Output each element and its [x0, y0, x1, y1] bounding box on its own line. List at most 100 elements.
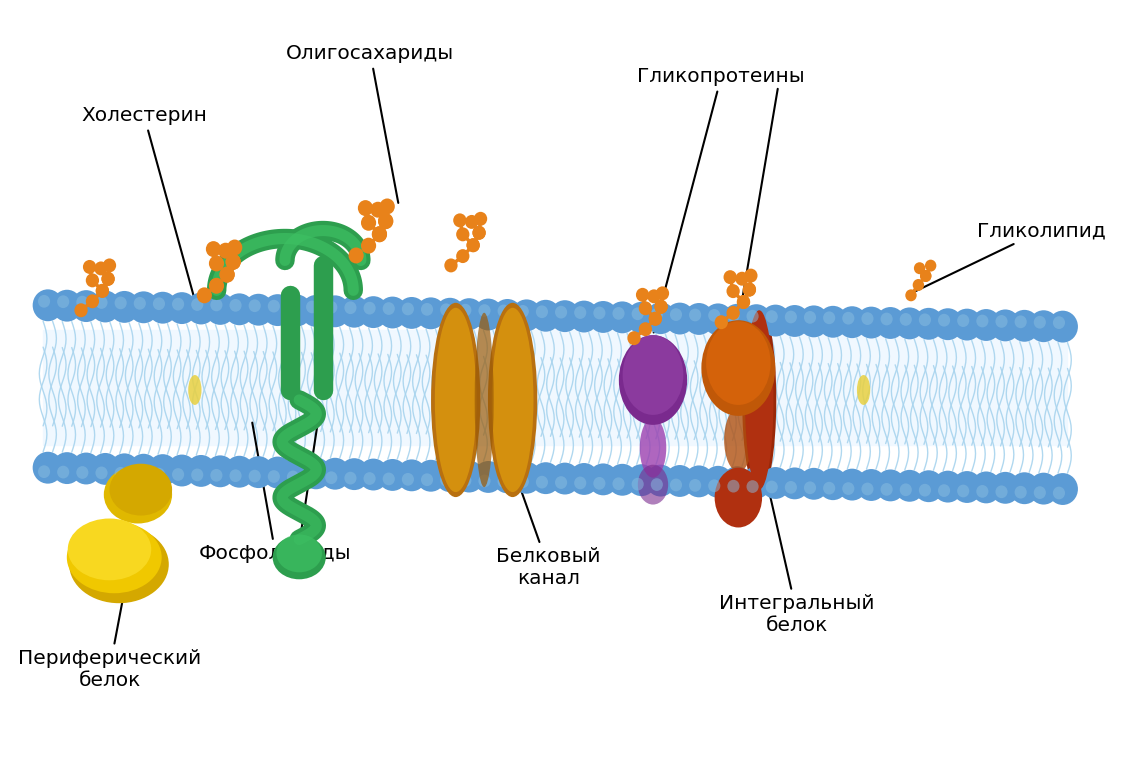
Circle shape — [267, 470, 280, 483]
Circle shape — [173, 298, 184, 311]
Circle shape — [895, 470, 925, 501]
Circle shape — [492, 299, 522, 331]
Circle shape — [229, 299, 241, 311]
Circle shape — [1033, 486, 1046, 499]
Ellipse shape — [67, 521, 161, 593]
Circle shape — [913, 279, 924, 291]
Circle shape — [282, 457, 312, 489]
Circle shape — [83, 260, 96, 274]
Circle shape — [402, 473, 414, 486]
Circle shape — [862, 312, 873, 325]
Circle shape — [670, 478, 682, 491]
Circle shape — [1014, 315, 1026, 328]
Circle shape — [440, 474, 452, 487]
Ellipse shape — [715, 468, 763, 528]
Circle shape — [1014, 486, 1026, 498]
Text: Интегральный
белок: Интегральный белок — [720, 492, 875, 635]
Circle shape — [900, 313, 911, 326]
Circle shape — [843, 311, 854, 325]
Circle shape — [723, 270, 737, 284]
Circle shape — [626, 464, 656, 496]
Circle shape — [555, 306, 567, 318]
Text: Гликопротеины: Гликопротеины — [637, 67, 805, 332]
Bar — [43, 330, 1067, 444]
Circle shape — [651, 308, 663, 321]
Circle shape — [664, 465, 695, 497]
Circle shape — [766, 310, 778, 323]
Circle shape — [990, 309, 1021, 341]
Circle shape — [995, 315, 1007, 328]
Circle shape — [244, 294, 274, 325]
Circle shape — [958, 315, 969, 327]
Circle shape — [474, 211, 487, 226]
Circle shape — [588, 464, 618, 495]
Circle shape — [378, 213, 394, 229]
Circle shape — [920, 270, 932, 282]
Ellipse shape — [623, 335, 684, 415]
Circle shape — [971, 471, 1002, 504]
Circle shape — [647, 289, 661, 303]
Circle shape — [378, 213, 394, 229]
Ellipse shape — [276, 534, 321, 572]
Circle shape — [971, 309, 1002, 341]
Circle shape — [536, 476, 548, 488]
Circle shape — [760, 467, 791, 499]
Circle shape — [226, 254, 240, 270]
Circle shape — [453, 461, 484, 492]
Circle shape — [818, 306, 848, 338]
Circle shape — [71, 290, 102, 322]
Circle shape — [459, 304, 472, 317]
Circle shape — [1029, 473, 1059, 504]
Circle shape — [229, 469, 241, 482]
Circle shape — [325, 471, 337, 484]
Circle shape — [465, 215, 478, 229]
Circle shape — [478, 305, 491, 317]
Ellipse shape — [492, 308, 534, 492]
Circle shape — [263, 295, 293, 326]
Circle shape — [287, 300, 299, 313]
Circle shape — [511, 299, 541, 331]
Circle shape — [444, 258, 458, 272]
Ellipse shape — [188, 375, 202, 405]
Circle shape — [741, 467, 772, 498]
Circle shape — [325, 301, 337, 314]
Circle shape — [344, 471, 356, 484]
Circle shape — [933, 471, 963, 503]
Circle shape — [708, 309, 721, 321]
Circle shape — [220, 267, 235, 282]
Circle shape — [467, 238, 479, 252]
Circle shape — [938, 484, 950, 497]
Circle shape — [77, 466, 88, 479]
Circle shape — [109, 454, 140, 485]
Ellipse shape — [702, 320, 775, 416]
Ellipse shape — [637, 464, 668, 504]
Circle shape — [349, 248, 363, 264]
Circle shape — [191, 468, 203, 481]
Circle shape — [779, 305, 810, 337]
Circle shape — [1048, 473, 1078, 505]
Circle shape — [378, 297, 407, 328]
Circle shape — [995, 485, 1007, 498]
Circle shape — [1033, 316, 1046, 328]
Circle shape — [361, 215, 376, 231]
Circle shape — [301, 295, 332, 327]
Circle shape — [638, 322, 652, 336]
Circle shape — [799, 305, 829, 338]
Circle shape — [645, 302, 676, 334]
Circle shape — [549, 463, 580, 494]
Circle shape — [372, 226, 387, 242]
Circle shape — [925, 260, 936, 271]
Circle shape — [1010, 310, 1040, 341]
Circle shape — [129, 291, 159, 323]
Circle shape — [95, 261, 107, 275]
Circle shape — [607, 464, 637, 496]
Circle shape — [760, 305, 791, 337]
Circle shape — [664, 303, 695, 335]
Circle shape — [38, 465, 50, 478]
Circle shape — [649, 311, 662, 326]
Circle shape — [206, 241, 221, 257]
Circle shape — [340, 458, 369, 490]
Ellipse shape — [434, 308, 476, 492]
Circle shape — [742, 283, 756, 297]
Circle shape — [722, 304, 752, 336]
